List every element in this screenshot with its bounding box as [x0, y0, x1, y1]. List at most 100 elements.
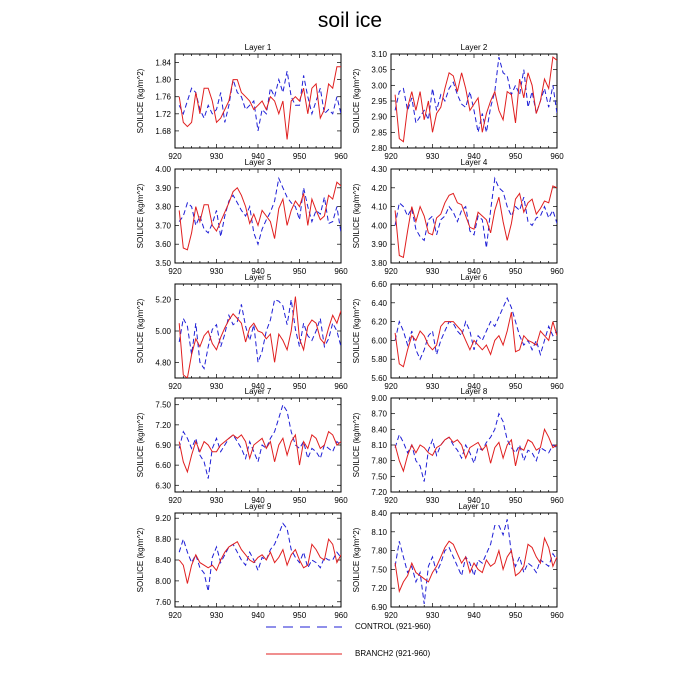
plot-frame [390, 512, 558, 608]
panel-title: Layer 9 [245, 502, 272, 511]
y-tick-label: 8.40 [371, 509, 387, 518]
y-tick-label: 2.95 [371, 97, 387, 106]
panel-title: Layer 1 [245, 43, 272, 52]
panel-layer-7: Layer 7 SOILICE (kg/m^2) 920 930 940 950 960 6.… [136, 387, 348, 505]
x-tick-label: 920 [168, 382, 182, 391]
y-tick-label: 7.50 [371, 565, 387, 574]
x-tick-label: 940 [251, 382, 265, 391]
x-tick-label: 950 [293, 267, 307, 276]
x-tick-label: 920 [384, 267, 398, 276]
legend-control-label: CONTROL (921-960) [355, 622, 431, 631]
y-axis-label: SOILICE (kg/m^2) [352, 68, 361, 133]
y-axis-label: SOILICE (kg/m^2) [352, 298, 361, 363]
y-tick-label: 6.20 [371, 318, 387, 327]
panel-layer-4: Layer 4 SOILICE (kg/m^2) 920 930 940 950 960 3.… [352, 158, 564, 276]
series-branch2-line [178, 296, 341, 378]
y-tick-label: 3.00 [371, 81, 387, 90]
x-tick-label: 960 [334, 496, 348, 505]
series-branch2-line [394, 185, 557, 259]
panel-title: Layer 8 [461, 387, 488, 396]
y-axis-label: SOILICE (kg/m^2) [352, 412, 361, 477]
series-control-line [394, 296, 557, 361]
x-tick-label: 920 [168, 611, 182, 620]
y-tick-label: 4.30 [371, 165, 387, 174]
x-tick-label: 950 [509, 382, 523, 391]
y-tick-label: 4.20 [371, 184, 387, 193]
y-tick-label: 6.90 [371, 603, 387, 612]
y-tick-label: 5.20 [155, 296, 171, 305]
y-tick-label: 7.80 [371, 457, 387, 466]
y-tick-label: 7.20 [371, 584, 387, 593]
x-tick-label: 960 [550, 496, 564, 505]
y-axis-label: SOILICE (kg/m^2) [136, 183, 145, 248]
y-tick-label: 6.60 [155, 461, 171, 470]
y-tick-label: 7.20 [155, 421, 171, 430]
y-tick-label: 4.10 [371, 203, 387, 212]
y-tick-label: 1.72 [155, 110, 171, 119]
series-control-line [394, 56, 557, 133]
panel-layer-10: Layer 10 SOILICE (kg/m^2) 920 930 940 950 960 6… [352, 502, 564, 620]
y-tick-label: 3.80 [371, 259, 387, 268]
x-tick-label: 930 [210, 152, 224, 161]
y-tick-label: 5.80 [371, 355, 387, 364]
y-tick-label: 8.80 [155, 535, 171, 544]
y-tick-label: 7.50 [155, 401, 171, 410]
x-tick-label: 920 [168, 152, 182, 161]
panel-layer-2: Layer 2 SOILICE (kg/m^2) 920 930 940 950 960 2.… [352, 43, 564, 161]
x-tick-label: 940 [251, 496, 265, 505]
x-tick-label: 950 [293, 611, 307, 620]
panel-title: Layer 5 [245, 273, 272, 282]
plot-frame [390, 168, 558, 264]
series-control-line [394, 176, 557, 249]
y-tick-label: 2.80 [371, 144, 387, 153]
x-tick-label: 930 [426, 267, 440, 276]
panel-title: Layer 6 [461, 273, 488, 282]
panel-layer-3: Layer 3 SOILICE (kg/m^2) 920 930 940 950 960 3.… [136, 158, 348, 276]
series-branch2-line [394, 56, 557, 143]
panel-layer-1: Layer 1 SOILICE (kg/m^2) 920 930 940 950 960 1.… [136, 43, 348, 161]
series-branch2-line [394, 536, 557, 594]
x-tick-label: 960 [550, 611, 564, 620]
x-tick-label: 940 [467, 611, 481, 620]
x-tick-label: 920 [384, 152, 398, 161]
x-tick-label: 920 [168, 496, 182, 505]
x-tick-label: 930 [210, 496, 224, 505]
y-tick-label: 3.80 [155, 203, 171, 212]
legend-branch2-label: BRANCH2 (921-960) [355, 649, 431, 658]
series-control-line [178, 522, 341, 592]
x-tick-label: 960 [550, 152, 564, 161]
y-tick-label: 2.85 [371, 128, 387, 137]
y-tick-label: 3.90 [371, 240, 387, 249]
panel-title: Layer 7 [245, 387, 272, 396]
y-axis-label: SOILICE (kg/m^2) [352, 183, 361, 248]
x-tick-label: 930 [210, 267, 224, 276]
x-tick-label: 940 [467, 382, 481, 391]
x-tick-label: 920 [384, 496, 398, 505]
x-tick-label: 950 [293, 152, 307, 161]
series-control-line [394, 519, 557, 604]
series-control-line [178, 176, 341, 246]
y-tick-label: 8.40 [155, 556, 171, 565]
y-tick-label: 5.00 [155, 327, 171, 336]
y-axis-label: SOILICE (kg/m^2) [136, 412, 145, 477]
y-axis-label: SOILICE (kg/m^2) [136, 527, 145, 592]
x-tick-label: 950 [509, 496, 523, 505]
x-tick-label: 960 [334, 382, 348, 391]
y-axis-label: SOILICE (kg/m^2) [136, 68, 145, 133]
x-tick-label: 930 [210, 382, 224, 391]
y-tick-label: 1.76 [155, 93, 171, 102]
panel-layer-8: Layer 8 SOILICE (kg/m^2) 920 930 940 950 960 7.… [352, 387, 564, 505]
y-tick-label: 6.60 [371, 280, 387, 289]
y-tick-label: 8.40 [371, 425, 387, 434]
y-axis-label: SOILICE (kg/m^2) [136, 298, 145, 363]
series-branch2-line [394, 312, 557, 368]
y-tick-label: 3.50 [155, 259, 171, 268]
y-tick-label: 7.20 [371, 488, 387, 497]
x-tick-label: 950 [509, 611, 523, 620]
figure-title: soil ice [317, 9, 383, 32]
x-tick-label: 920 [168, 267, 182, 276]
y-axis-label: SOILICE (kg/m^2) [352, 527, 361, 592]
y-tick-label: 3.60 [155, 240, 171, 249]
series-control-line [178, 71, 341, 131]
panel-title: Layer 2 [461, 43, 488, 52]
